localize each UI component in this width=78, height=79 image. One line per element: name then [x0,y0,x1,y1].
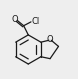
Text: O: O [47,35,53,44]
Text: O: O [11,15,18,24]
Text: Cl: Cl [31,17,40,26]
